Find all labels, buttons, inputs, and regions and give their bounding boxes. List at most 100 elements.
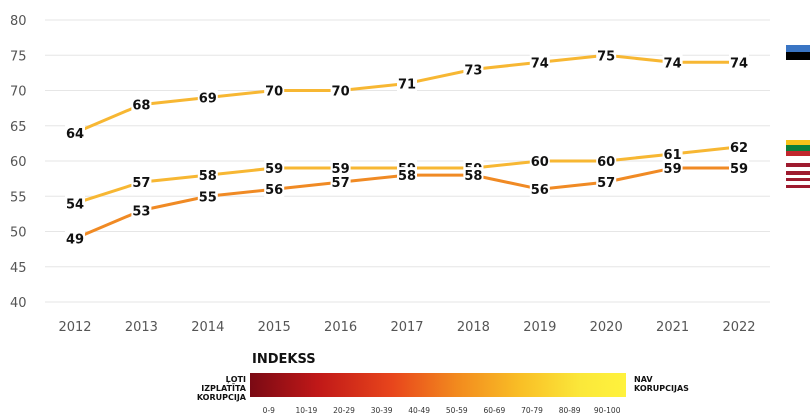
data-label: 54: [66, 197, 84, 212]
data-label-bg: [463, 167, 484, 184]
legend-range-label: 50-59: [445, 406, 468, 415]
data-label-bg: [131, 202, 152, 219]
data-label-bg: [397, 167, 417, 184]
data-label-bg: [596, 47, 617, 64]
data-label: 59: [664, 162, 682, 177]
flag-stripe: [786, 178, 810, 182]
x-tick-label: 2014: [191, 320, 224, 335]
x-tick-label: 2019: [523, 320, 556, 335]
data-label: 55: [199, 190, 217, 205]
legend-range-label: 0-9: [262, 406, 275, 415]
data-label-bg: [65, 195, 85, 212]
data-label: 60: [597, 155, 615, 170]
data-label-bg: [596, 153, 617, 169]
data-label-bg: [330, 160, 351, 177]
flag-stripe: [786, 181, 810, 185]
data-label: 56: [531, 183, 549, 198]
y-tick-label: 50: [10, 226, 27, 241]
legend-right-label: NAV KORUPCIJAS: [634, 375, 689, 393]
y-tick-label: 60: [10, 155, 27, 170]
data-label: 56: [265, 183, 283, 198]
data-label: 49: [66, 233, 84, 248]
estonia-flag: [786, 45, 810, 67]
flag-stripe: [786, 145, 810, 151]
data-label: 57: [332, 176, 350, 191]
data-label: 68: [132, 99, 150, 114]
y-tick-label: 80: [10, 14, 27, 29]
legend-range-label: 20-29: [333, 406, 355, 415]
data-label-bg: [330, 174, 351, 191]
data-label-bg: [662, 160, 683, 177]
legend-range-label: 80-89: [558, 406, 581, 415]
flag-stripe: [786, 45, 810, 53]
legend-color-bar: [250, 373, 626, 397]
legend-range-label: 10-19: [295, 406, 318, 415]
data-label: 57: [132, 176, 150, 191]
data-label: 71: [398, 77, 416, 92]
lithuania-flag: [786, 140, 810, 156]
legend-title: INDEKSS: [252, 352, 316, 367]
y-tick-label: 75: [10, 49, 27, 64]
latvia-flag: [786, 163, 810, 175]
data-label-bg: [264, 160, 285, 177]
data-labels: 64 68 69 70 70 71 73 74 75 74 74 54 57 58 59 59 59 59 60 60…: [65, 47, 749, 248]
legend-range-label: 90-100: [593, 406, 621, 415]
latvia-flag-2: [786, 178, 810, 188]
flag-stripe: [786, 184, 810, 188]
data-label-bg: [729, 138, 749, 155]
data-label: 58: [199, 169, 217, 184]
flag-stripe: [786, 52, 810, 60]
y-tick-label: 65: [10, 120, 27, 135]
data-label: 73: [464, 63, 482, 78]
data-label: 58: [464, 169, 482, 184]
data-label-bg: [264, 181, 285, 198]
flag-stripe: [786, 166, 810, 171]
data-label: 74: [531, 56, 549, 71]
data-label-bg: [197, 167, 218, 184]
y-tick-label: 55: [10, 190, 27, 205]
data-label: 69: [199, 92, 217, 107]
data-label: 64: [66, 127, 84, 142]
data-label-bg: [596, 174, 617, 191]
data-label-bg: [397, 75, 417, 92]
legend-ranges: 0-9 10-19 20-29 30-39 40-49 50-59 60-69 70-79 80…: [250, 406, 626, 418]
series-line-1: [74, 53, 739, 135]
data-label-bg: [65, 124, 85, 141]
data-label: 70: [332, 85, 350, 100]
legend-range-label: 70-79: [521, 406, 543, 415]
data-label: 75: [597, 49, 615, 64]
flag-stripe: [786, 140, 810, 146]
data-label-bg: [65, 230, 85, 247]
y-axis: 40 45 50 55 60 65 70 75 80: [10, 14, 27, 311]
data-label: 58: [398, 169, 416, 184]
data-label: 62: [730, 141, 748, 156]
x-tick-label: 2018: [457, 320, 490, 335]
data-label-bg: [662, 145, 683, 162]
data-label: 53: [132, 204, 150, 219]
data-label-bg: [529, 153, 550, 169]
x-tick-label: 2015: [258, 320, 291, 335]
x-tick-label: 2021: [656, 320, 689, 335]
x-tick-label: 2016: [324, 320, 357, 335]
data-label: 60: [531, 155, 549, 170]
flag-stripe: [786, 59, 810, 67]
data-label: 59: [265, 162, 283, 177]
data-label-bg: [529, 181, 550, 198]
data-label-bg: [197, 188, 218, 205]
legend-range-label: 30-39: [370, 406, 393, 415]
x-tick-label: 2017: [390, 320, 423, 335]
y-tick-label: 45: [10, 261, 27, 276]
x-axis: 2012 2013 2014 2015 2016 2017 2018 2019 2020 2021…: [58, 320, 755, 335]
data-label: 61: [664, 148, 682, 163]
data-label-bg: [330, 82, 351, 99]
data-label-bg: [529, 54, 550, 71]
data-label: 70: [265, 85, 283, 100]
data-label-bg: [197, 89, 218, 106]
flag-stripe: [786, 163, 810, 167]
flag-stripe: [786, 150, 810, 156]
x-tick-label: 2022: [722, 320, 755, 335]
data-label-bg: [729, 54, 749, 71]
data-label-bg: [131, 96, 152, 113]
legend-range-label: 40-49: [408, 406, 431, 415]
